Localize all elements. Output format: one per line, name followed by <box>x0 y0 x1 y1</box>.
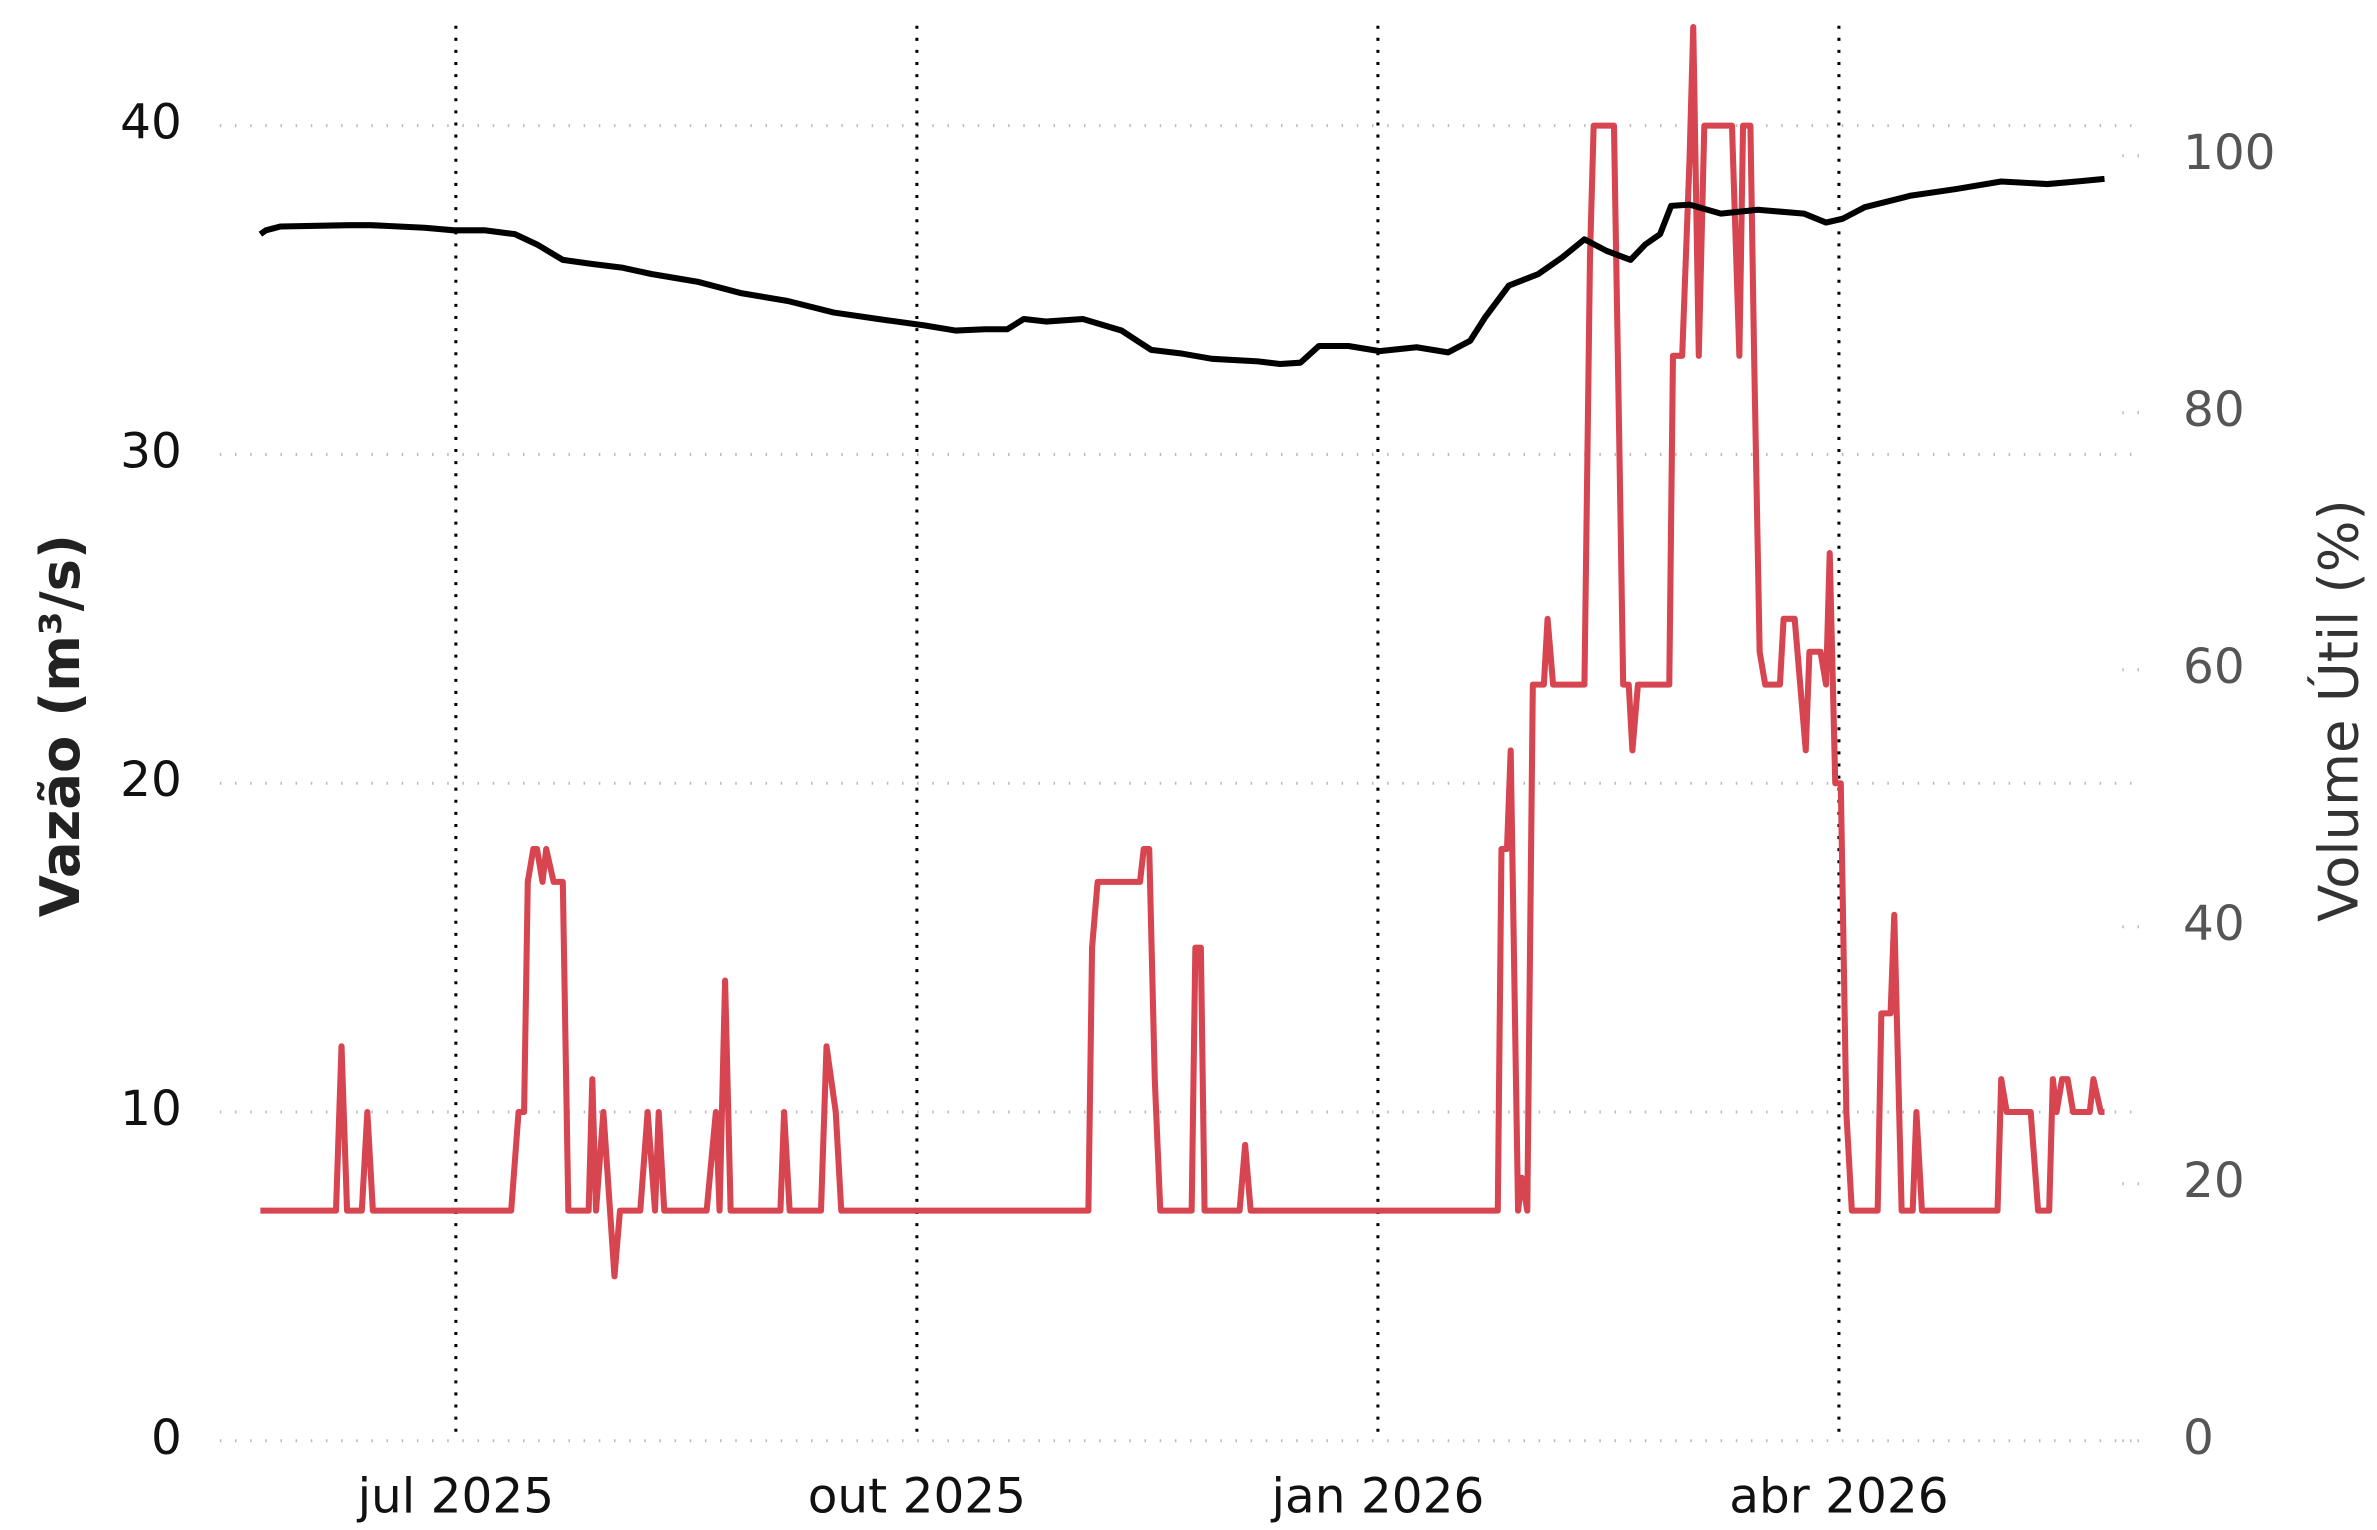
y-tick-label: 10 <box>120 1081 182 1137</box>
data-line <box>258 175 2105 367</box>
y2-tick-label: 40 <box>2183 896 2245 952</box>
y-tick-label: 40 <box>120 95 182 151</box>
x-tick-label: out 2025 <box>808 1469 1026 1525</box>
y-tick-label: 0 <box>151 1410 182 1466</box>
x-tick-label: jan 2026 <box>1271 1469 1485 1525</box>
x-tick-label: jul 2025 <box>357 1469 555 1525</box>
y2-tick-label: 100 <box>2183 125 2276 181</box>
y-tick-label: 20 <box>120 752 182 808</box>
y-axis-title: Vazão (m³/s) <box>28 534 92 917</box>
y2-tick-label: 20 <box>2183 1153 2245 1209</box>
y-tick-label: 30 <box>120 423 182 479</box>
y2-tick-label: 80 <box>2183 382 2245 438</box>
x-tick-label: abr 2026 <box>1729 1469 1948 1525</box>
data-line <box>260 23 2105 1280</box>
y2-axis-title: Volume Útil (%) <box>2306 499 2370 922</box>
y2-tick-label: 60 <box>2183 639 2245 695</box>
y2-tick-label: 0 <box>2183 1410 2214 1466</box>
